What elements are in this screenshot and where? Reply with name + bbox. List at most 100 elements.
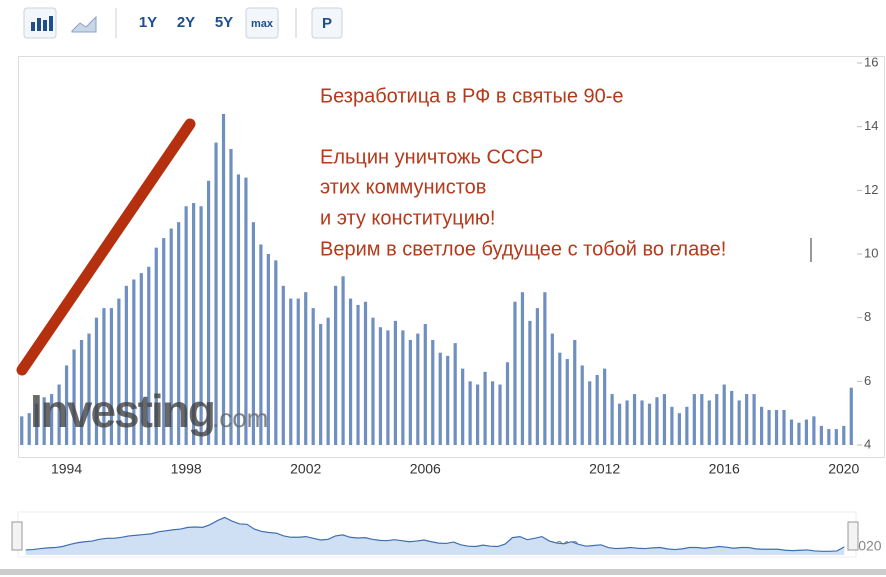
y-tick-label: 4	[864, 436, 871, 451]
bar	[416, 333, 420, 445]
bar	[94, 317, 99, 445]
bar	[446, 355, 450, 445]
bar	[677, 413, 681, 445]
max-button-frame[interactable]	[245, 7, 279, 39]
bar	[139, 273, 143, 445]
bar	[20, 416, 24, 445]
bar	[692, 394, 696, 445]
bar	[319, 324, 323, 445]
bar	[722, 384, 726, 445]
bar	[655, 397, 659, 445]
bar	[543, 292, 547, 445]
bar	[588, 381, 592, 445]
bar	[513, 301, 517, 445]
bar	[378, 327, 383, 445]
bar	[304, 292, 308, 445]
bar	[192, 203, 196, 445]
bar	[759, 406, 764, 445]
bar	[782, 409, 786, 445]
bar	[580, 365, 584, 445]
bar	[348, 298, 353, 445]
bar	[647, 403, 652, 445]
bar	[468, 381, 472, 445]
bar	[670, 406, 674, 445]
x-tick-label: 2020	[828, 461, 859, 477]
p-button[interactable]: Р	[322, 15, 332, 32]
bar	[50, 394, 54, 445]
bar	[326, 317, 330, 445]
range-button[interactable]: max	[251, 18, 274, 30]
bar	[371, 317, 375, 445]
bar	[356, 304, 360, 445]
bar	[819, 425, 823, 445]
y-tick-label: 14	[864, 118, 878, 133]
bar	[453, 343, 457, 445]
bar	[289, 298, 293, 445]
bar	[169, 228, 173, 445]
area-icon-button[interactable]	[71, 15, 97, 33]
navigator-handle[interactable]	[11, 521, 23, 551]
bar	[124, 285, 128, 445]
bar	[251, 222, 256, 445]
p-button-frame[interactable]	[311, 7, 343, 39]
bar	[528, 320, 532, 445]
bar	[827, 429, 831, 445]
bar	[490, 381, 495, 445]
y-tick-label: 16	[864, 54, 878, 69]
bar	[401, 330, 405, 445]
bar	[483, 371, 487, 445]
x-tick-label: 2002	[290, 461, 321, 477]
bar	[341, 276, 345, 445]
bar	[625, 400, 629, 445]
bar	[57, 384, 61, 445]
bar	[147, 266, 151, 445]
bar	[535, 308, 539, 445]
bar	[109, 308, 114, 445]
bar	[476, 384, 480, 445]
bar	[804, 419, 809, 445]
plot-frame	[18, 56, 885, 458]
drawn-arrow-line	[16, 118, 196, 376]
plot: 4 6 8 10 12 14 16 1994 1998 2002 2006 2012 2016 2020	[20, 54, 878, 477]
bar	[229, 148, 233, 445]
range-button[interactable]: 1Y	[139, 14, 157, 31]
bar	[117, 298, 121, 445]
toolbar	[0, 0, 886, 46]
bar	[461, 368, 465, 445]
bar	[834, 429, 838, 445]
bar	[259, 244, 263, 445]
bar	[274, 260, 278, 445]
bar	[745, 394, 749, 445]
bar	[64, 365, 69, 445]
range-button[interactable]: 5Y	[215, 14, 233, 31]
bar	[715, 394, 719, 445]
bar	[386, 330, 390, 445]
bar	[35, 403, 39, 445]
bar	[154, 247, 158, 445]
bar	[617, 403, 622, 445]
annotation: Безработица в РФ в святые 90-е	[320, 85, 624, 107]
x-tick-label: 2016	[709, 461, 740, 477]
bar	[640, 400, 644, 445]
bar	[438, 352, 442, 445]
bar	[162, 238, 166, 445]
range-button[interactable]: 2Y	[177, 14, 195, 31]
x-tick-label: 2012	[589, 461, 620, 477]
annotation: этих коммунистов	[320, 176, 486, 198]
bar	[27, 413, 31, 445]
bar	[610, 394, 614, 445]
bar	[767, 409, 771, 445]
bar	[730, 390, 734, 445]
bar	[87, 333, 91, 445]
navigator-handle[interactable]	[847, 521, 859, 551]
navigator-line	[25, 516, 845, 552]
bar	[199, 206, 203, 445]
x-tick-label: 1998	[171, 461, 202, 477]
bar	[334, 285, 338, 445]
bar	[603, 368, 607, 445]
bar	[221, 113, 226, 445]
bar	[236, 174, 241, 445]
bar	[281, 285, 285, 445]
bar	[214, 142, 218, 446]
bar	[565, 359, 569, 445]
